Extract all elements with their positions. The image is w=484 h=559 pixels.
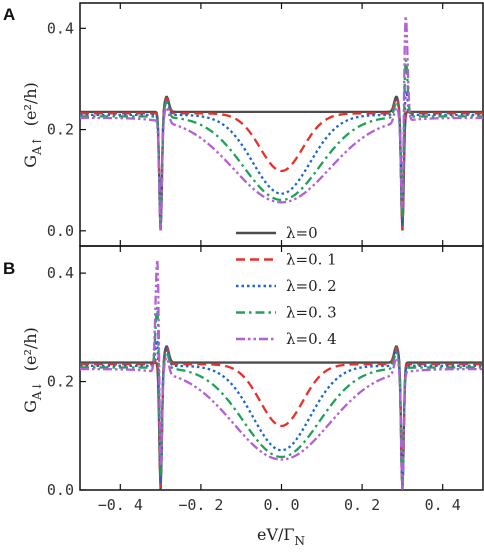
panel-b-ytick-label: 0.0 (47, 481, 74, 499)
panel-a-ylabel-sub: A↑ (30, 136, 44, 156)
panel-b-xtick-label: 0. 4 (425, 496, 461, 514)
panel-b-xtick-label: −0. 4 (98, 496, 143, 514)
panel-b-series-line (80, 347, 483, 490)
panel-a-ylabel: GA↑ (e²/h) (21, 82, 44, 168)
panel-b-xtick-label: 0. 2 (344, 496, 380, 514)
panel-b-ytick-label: 0.4 (47, 264, 74, 282)
panel-a-series-line (80, 59, 483, 231)
panel-a-series-line (80, 87, 483, 231)
panel-a-frame (79, 2, 484, 247)
panel-b-label: B (3, 259, 15, 278)
legend-label: λ=0 (286, 224, 318, 242)
panel-b-ytick-label: 0.2 (47, 373, 74, 391)
panel-b-series-line (80, 345, 483, 490)
panel-a-series-line (80, 95, 483, 231)
panel-b-series-line (80, 259, 483, 490)
panel-a-label: A (3, 5, 15, 24)
x-axis-title-main: eV/Γ (257, 525, 295, 544)
panel-a-ytick-label: 0.2 (47, 121, 74, 139)
panel-b-ylabel: GA↓ (e²/h) (21, 327, 44, 413)
panel-a-series-line (80, 97, 483, 231)
panel-a-ytick-label: 0.4 (47, 19, 74, 37)
curve-layer (80, 15, 483, 490)
legend-label: λ=0. 2 (286, 277, 337, 295)
legend: λ=0 λ=0. 1 λ=0. 2 λ=0. 3 λ=0. 4 (236, 224, 337, 348)
x-axis-title: eV/ΓN (257, 525, 305, 548)
svg-text:GA↓(e²/h): GA↓ (e²/h) (21, 327, 44, 413)
legend-label: λ=0. 4 (286, 330, 337, 348)
panel-b-ylabel-sub: A↓ (30, 381, 44, 401)
x-axis-title-sub: N (295, 534, 306, 548)
panel-b-ylabel-main: G (21, 400, 40, 413)
tick-layer: 0.0 0.2 0.4 0.0 0.2 0.4 −0. 4 −0. 2 0. 0 0. 2 0. 4 (47, 3, 461, 514)
panel-b-series-line (80, 336, 483, 490)
panel-b-xtick-label: −0. 2 (178, 496, 223, 514)
panel-b-ylabel-unit: (e²/h) (21, 327, 40, 371)
panel-b-series-line (80, 306, 483, 490)
legend-label: λ=0. 1 (286, 251, 337, 269)
svg-text:GA↑(e²/h): GA↑ (e²/h) (21, 82, 44, 168)
panel-a-ylabel-main: G (21, 155, 40, 168)
panel-a-ylabel-unit: (e²/h) (21, 82, 40, 126)
panel-a-series-line (80, 15, 483, 231)
legend-label: λ=0. 3 (286, 304, 337, 322)
panel-a-ytick-label: 0.0 (47, 222, 74, 240)
panel-b-xtick-label: 0. 0 (263, 496, 299, 514)
